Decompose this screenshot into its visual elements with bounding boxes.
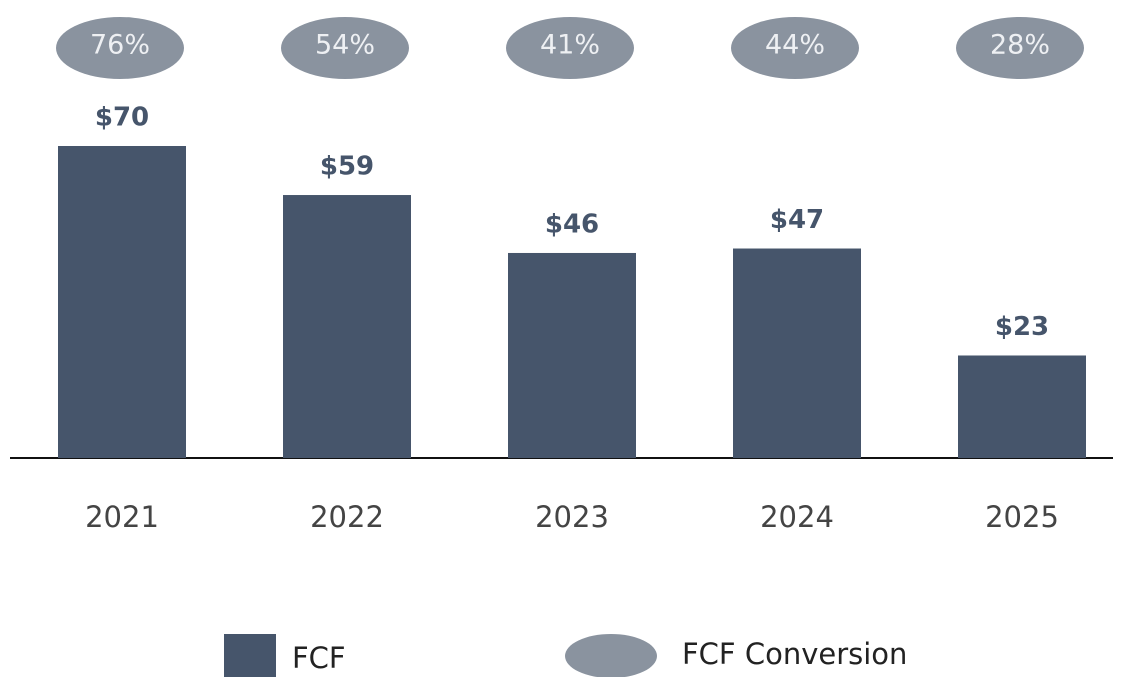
bar-value-label: $46 (545, 209, 599, 239)
x-tick-label: 2025 (985, 500, 1059, 534)
bar-value-label: $70 (95, 103, 149, 133)
conversion-label: 41% (540, 30, 600, 61)
bar-value-label: $23 (995, 312, 1049, 342)
conversion-bubble (506, 17, 634, 79)
x-tick-label: 2022 (310, 500, 384, 534)
conversion-bubble (281, 17, 409, 79)
x-tick-label: 2023 (535, 500, 609, 534)
bar-value-label: $59 (320, 152, 374, 182)
x-tick-label: 2021 (85, 500, 159, 534)
bar (283, 195, 411, 458)
conversion-label: 28% (990, 30, 1050, 61)
conversion-bubble (56, 17, 184, 79)
conversion-label: 54% (315, 30, 375, 61)
conversion-label: 44% (765, 30, 825, 61)
conversion-label: 76% (90, 30, 150, 61)
x-tick-label: 2024 (760, 500, 834, 534)
bar (958, 355, 1086, 458)
legend-swatch (224, 634, 276, 677)
bar (733, 248, 861, 458)
legend-label: FCF Conversion (682, 637, 907, 671)
conversion-bubble (956, 17, 1084, 79)
legend-swatch (565, 634, 657, 677)
conversion-bubble (731, 17, 859, 79)
bar-value-label: $47 (770, 205, 824, 235)
bar (58, 146, 186, 458)
legend-label: FCF (292, 641, 346, 675)
bar (508, 252, 636, 458)
